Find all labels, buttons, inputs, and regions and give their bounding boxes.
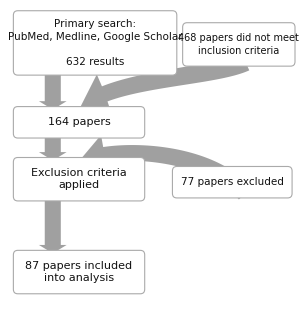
Polygon shape — [39, 71, 67, 110]
Text: Primary search:
PubMed, Medline, Google Scholar

632 results: Primary search: PubMed, Medline, Google … — [8, 19, 182, 66]
FancyBboxPatch shape — [13, 250, 145, 294]
Text: 164 papers: 164 papers — [48, 117, 110, 127]
FancyBboxPatch shape — [183, 23, 295, 66]
Polygon shape — [39, 134, 67, 160]
FancyBboxPatch shape — [172, 167, 292, 198]
FancyBboxPatch shape — [13, 158, 145, 201]
Polygon shape — [79, 53, 249, 114]
Text: 87 papers included
into analysis: 87 papers included into analysis — [26, 261, 133, 283]
FancyBboxPatch shape — [13, 107, 145, 138]
FancyBboxPatch shape — [13, 11, 177, 75]
Text: Exclusion criteria
applied: Exclusion criteria applied — [31, 168, 127, 190]
Text: 468 papers did not meet
inclusion criteria: 468 papers did not meet inclusion criter… — [178, 33, 299, 56]
Text: 77 papers excluded: 77 papers excluded — [181, 177, 284, 187]
Polygon shape — [79, 135, 252, 199]
Polygon shape — [39, 197, 67, 253]
